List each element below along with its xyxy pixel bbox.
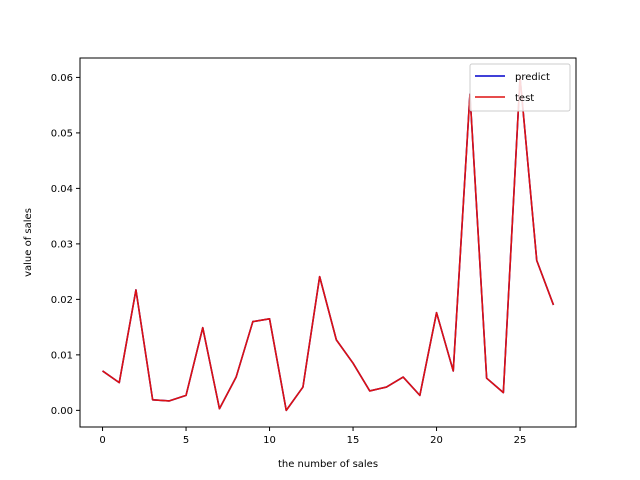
series-line-test — [102, 76, 555, 412]
y-tick-label: 0.04 — [51, 184, 73, 195]
x-tick-label: 20 — [430, 435, 443, 446]
plot-lines — [102, 76, 555, 412]
y-axis-label: value of sales — [23, 208, 34, 277]
y-tick-label: 0.06 — [51, 73, 73, 84]
plot-frame — [79, 57, 577, 428]
legend-label-test: test — [515, 93, 534, 104]
y-tick-label: 0.05 — [51, 128, 73, 139]
x-tick-label: 25 — [514, 435, 527, 446]
x-tick-label: 10 — [263, 435, 276, 446]
x-axis-ticks: 0 5 10 15 20 25 — [99, 427, 526, 446]
y-tick-label: 0.03 — [51, 239, 73, 250]
y-axis-ticks: 0.00 0.01 0.02 0.03 0.04 0.05 0.06 — [51, 73, 80, 417]
x-axis-label: the number of sales — [278, 459, 378, 470]
y-tick-label: 0.00 — [51, 406, 73, 417]
legend: predict test — [469, 63, 571, 112]
x-tick-label: 0 — [99, 435, 105, 446]
legend-label-predict: predict — [515, 72, 550, 83]
x-tick-label: 5 — [183, 435, 189, 446]
x-tick-label: 15 — [347, 435, 360, 446]
y-tick-label: 0.02 — [51, 295, 73, 306]
y-tick-label: 0.01 — [51, 350, 73, 361]
